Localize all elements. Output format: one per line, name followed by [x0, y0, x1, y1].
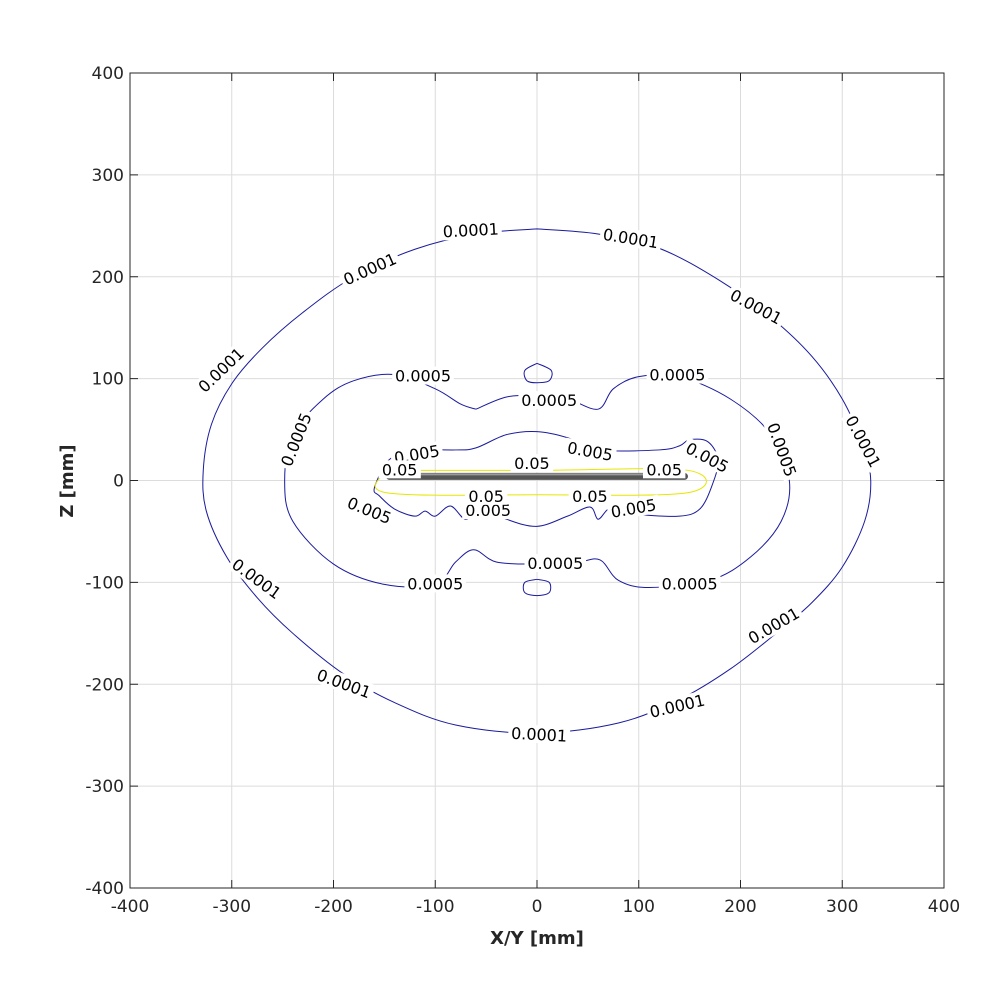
y-tick-label: -100 — [85, 573, 124, 593]
contour-label-bg — [598, 224, 663, 252]
contour-label-bg — [311, 664, 377, 703]
contour-label-text: 0.05 — [514, 454, 550, 473]
contour-label: 0.05 — [464, 486, 508, 506]
x-tick-label: 100 — [623, 897, 655, 917]
x-tick-label: 0 — [532, 897, 543, 917]
contour-label-bg — [276, 407, 316, 472]
contour-label-text: 0.005 — [465, 501, 511, 520]
contour-label-text: 0.05 — [572, 487, 608, 506]
contour-label-bg — [642, 460, 686, 479]
contour-label-bg — [510, 454, 554, 473]
contour-label-bg — [524, 554, 587, 573]
y-tick-label: 400 — [92, 64, 124, 84]
x-axis-title: X/Y [mm] — [490, 928, 584, 949]
y-tick-label: 300 — [92, 166, 124, 186]
contour-label-bg — [763, 417, 802, 482]
axis-ticks: -400 -300 -200 -100 0 100 200 300 400 -400 -300 -20… — [85, 64, 960, 917]
contour-label-bg — [439, 219, 503, 241]
contour-label: 0.05 — [642, 460, 686, 479]
x-tick-label: -200 — [314, 897, 353, 917]
contour-label: 0.0005 — [392, 366, 454, 386]
contour-label-text: 0.0001 — [442, 219, 499, 241]
contour-label-text: 0.05 — [382, 460, 418, 479]
contour-label-text: 0.0005 — [395, 367, 451, 386]
x-tick-label: -100 — [416, 897, 455, 917]
contour-label-bg — [646, 365, 709, 384]
y-tick-label: 100 — [92, 370, 124, 390]
contour-label-bg — [562, 437, 618, 465]
contour-label-bg — [680, 437, 735, 478]
contour-label: 0.0005 — [658, 574, 721, 593]
x-tick-label: 300 — [826, 897, 858, 917]
contour-label-bg — [462, 501, 515, 520]
contour-label-bg — [342, 492, 397, 529]
contour-label: 0.05 — [510, 454, 554, 473]
contour-label-text: 0.05 — [468, 487, 504, 506]
y-tick-label: 200 — [92, 268, 124, 288]
y-axis-title: Z [mm] — [57, 444, 78, 517]
contour-label-bg — [724, 284, 788, 329]
contour-label: 0.0005 — [646, 365, 709, 385]
x-tick-label: 200 — [724, 897, 756, 917]
contour-label-text: 0.0005 — [649, 366, 705, 385]
x-tick-label: 400 — [928, 897, 960, 917]
contour-label-text: 0.0005 — [521, 391, 577, 410]
contour-label-text: 0.0005 — [662, 574, 718, 593]
contour-label-text: 0.0001 — [511, 724, 568, 746]
contour-label-bg — [518, 391, 581, 410]
source-bar — [385, 472, 689, 480]
contour-label: 0.0001 — [507, 723, 571, 746]
contour-label: 0.05 — [568, 486, 612, 506]
contour-label: 0.0005 — [518, 391, 581, 410]
y-tick-label: 0 — [113, 472, 124, 492]
contour-label: 0.05 — [378, 460, 421, 479]
y-tick-label: -400 — [85, 879, 124, 899]
contour-label: 0.0001 — [439, 219, 503, 241]
contour-label-bg — [841, 409, 886, 473]
x-tick-label: -300 — [212, 897, 251, 917]
contour-label-text: 0.0005 — [407, 574, 463, 593]
contour-label: 0.0005 — [524, 554, 587, 573]
contour-label-bg — [226, 553, 287, 604]
contour-label-bg — [606, 494, 661, 522]
contour-label-bg — [568, 486, 612, 505]
contour-label-bg — [337, 247, 402, 290]
contour-label-bg — [378, 460, 421, 479]
contour-label: 0.0005 — [404, 574, 467, 593]
contour-label-bg — [742, 602, 805, 649]
x-tick-label: -400 — [111, 897, 150, 917]
contour-label-text: 0.05 — [646, 460, 682, 479]
contour-label-bg — [507, 723, 571, 745]
contour-label-bg — [404, 574, 467, 593]
contour-label-bg — [192, 341, 250, 398]
contour-label-text: 0.0005 — [527, 554, 583, 573]
contour-label-bg — [392, 366, 454, 385]
contour-line-0.0005 — [523, 362, 553, 384]
y-tick-label: -200 — [85, 675, 124, 695]
contour-label: 0.005 — [462, 501, 515, 520]
contour-label-bg — [645, 689, 710, 722]
contour-label-bg — [658, 574, 721, 593]
contour-line-0.0005 — [522, 578, 552, 597]
y-tick-label: -300 — [85, 777, 124, 797]
contour-label-bg — [464, 486, 508, 505]
